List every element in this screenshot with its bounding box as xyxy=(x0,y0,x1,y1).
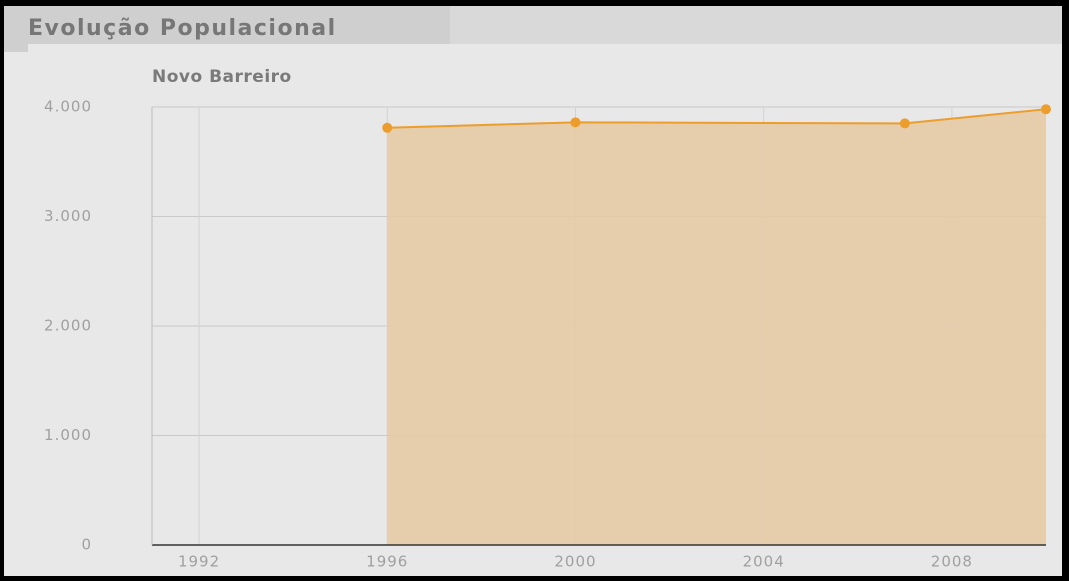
point xyxy=(570,117,581,128)
y-tick-label: 1.000 xyxy=(44,426,92,444)
series-name: Novo Barreiro xyxy=(152,67,292,87)
x-tick-label: 1992 xyxy=(178,553,220,571)
x-tick-label: 1996 xyxy=(366,553,408,571)
y-tick-label: 4.000 xyxy=(44,98,92,116)
point xyxy=(899,118,910,129)
title: Evolução Populacional xyxy=(28,16,337,41)
point xyxy=(1041,104,1051,115)
x-tick-label: 2000 xyxy=(554,553,596,571)
x-tick-label: 2004 xyxy=(743,553,785,571)
x-tick-label: 2008 xyxy=(931,553,973,571)
y-tick-label: 2.000 xyxy=(44,317,92,335)
y-tick-label: 0 xyxy=(81,536,92,554)
area xyxy=(387,109,1046,545)
y-tick-label: 3.000 xyxy=(44,207,92,225)
point xyxy=(382,122,393,133)
header-tab xyxy=(4,6,450,52)
line xyxy=(387,108,1047,129)
